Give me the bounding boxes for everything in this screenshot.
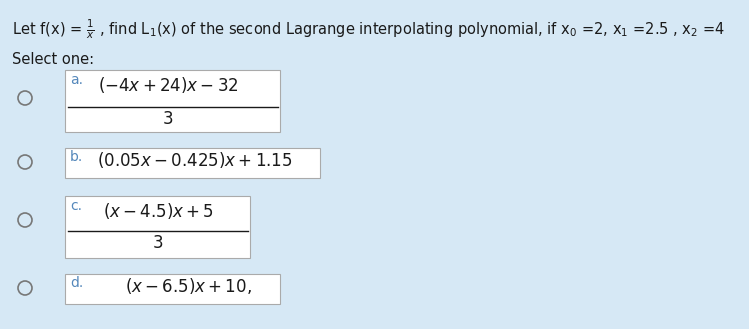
FancyBboxPatch shape [65, 148, 320, 178]
Text: $(x - 4.5)x + 5$: $(x - 4.5)x + 5$ [103, 201, 213, 221]
Text: b.: b. [70, 150, 83, 164]
Text: ($0.05x - 0.425$$)x + 1.15$: ($0.05x - 0.425$$)x + 1.15$ [97, 150, 293, 170]
Text: ($-4x + 24$$)x - 32$: ($-4x + 24$$)x - 32$ [97, 75, 238, 95]
Text: $(x - 6.5)x + 10,$: $(x - 6.5)x + 10,$ [124, 276, 252, 296]
Text: d.: d. [70, 276, 83, 290]
Text: 3: 3 [163, 110, 173, 128]
Text: a.: a. [70, 73, 83, 87]
FancyBboxPatch shape [65, 70, 280, 132]
Text: c.: c. [70, 199, 82, 213]
Text: Select one:: Select one: [12, 52, 94, 67]
FancyBboxPatch shape [65, 274, 280, 304]
FancyBboxPatch shape [65, 196, 250, 258]
Text: 3: 3 [153, 234, 163, 252]
Text: Let f(x) = $\frac{1}{x}$ , find L$_1$(x) of the second Lagrange interpolating po: Let f(x) = $\frac{1}{x}$ , find L$_1$(x)… [12, 18, 725, 41]
